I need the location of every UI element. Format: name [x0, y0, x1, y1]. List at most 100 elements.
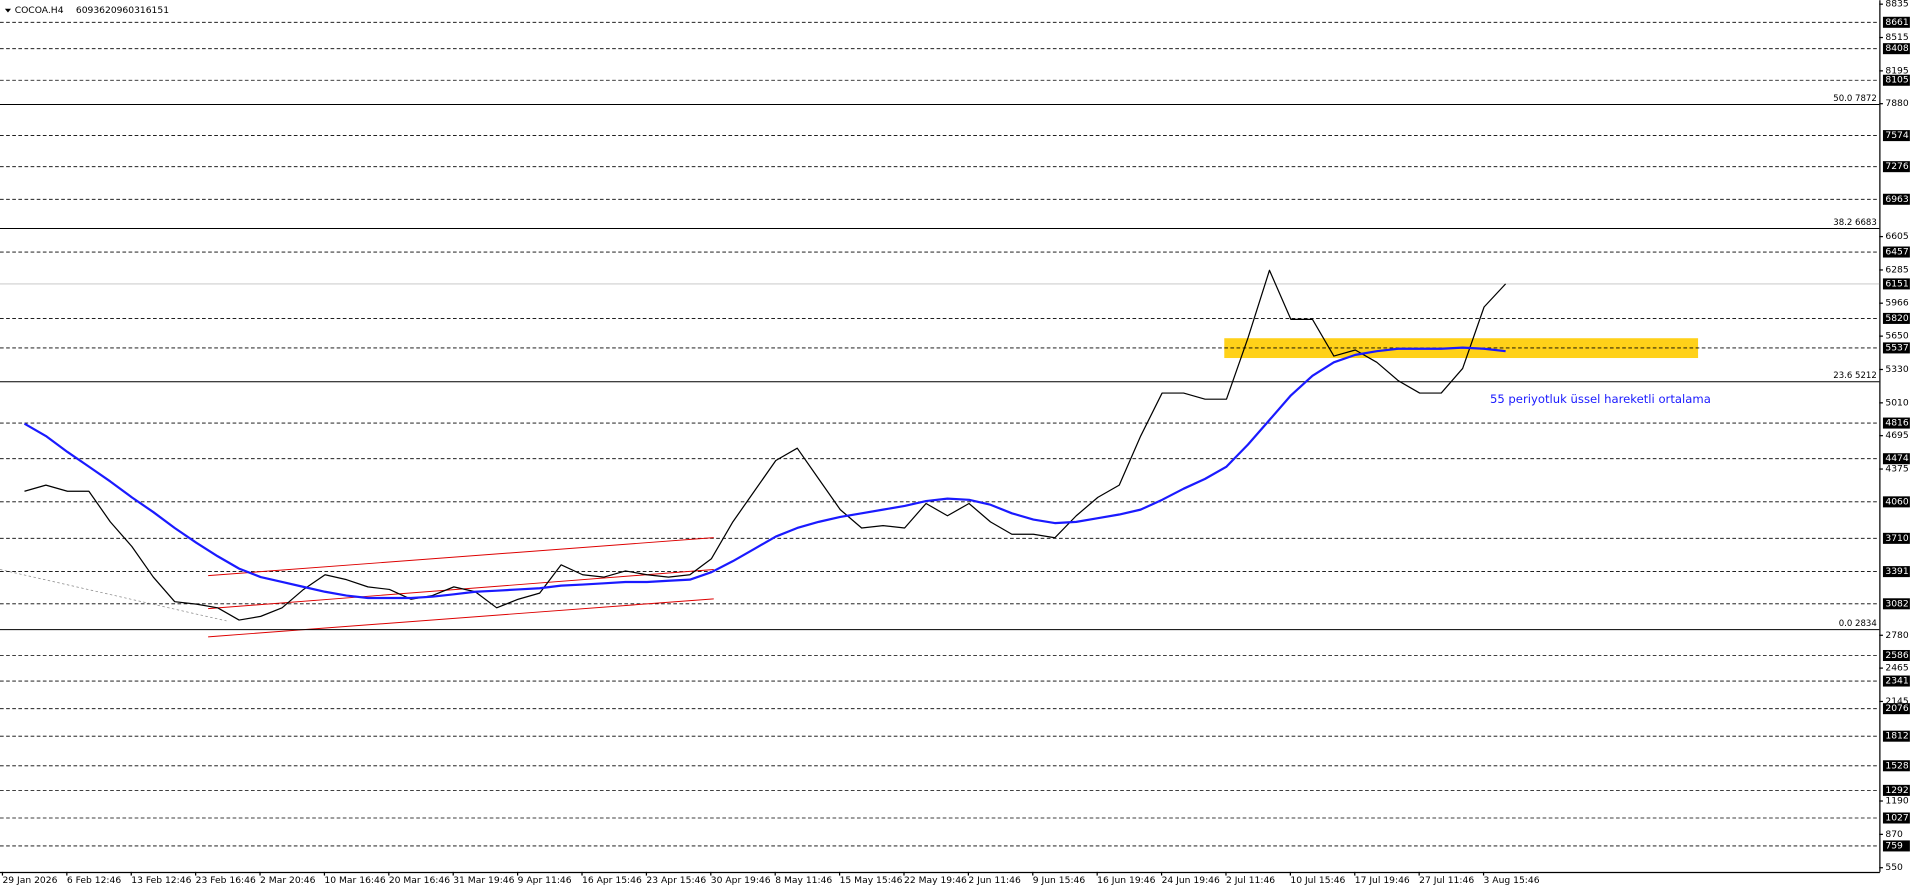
x-tick-label: 10 Mar 16:46	[324, 875, 385, 886]
fib-ratio: 23.6	[1833, 371, 1852, 381]
x-tick-label: 9 Jun 15:46	[1033, 875, 1086, 886]
y-tick-label: 550	[1885, 862, 1903, 873]
y-tick-label: 2465	[1885, 663, 1909, 674]
x-tick-label: 9 Apr 11:46	[518, 875, 572, 886]
fib-ratio: 50.0	[1833, 94, 1852, 104]
channel-upper	[208, 537, 714, 577]
x-tick-label: 17 Jul 19:46	[1355, 875, 1410, 886]
fib-value: 6683	[1855, 218, 1877, 228]
level-label-box	[1882, 784, 1910, 796]
x-tick-label: 22 May 19:46	[904, 875, 967, 886]
level-label-box	[1882, 760, 1910, 772]
level-label-box	[1882, 730, 1910, 742]
level-label-box	[1882, 417, 1910, 429]
level-label: 5820	[1885, 313, 1909, 324]
x-tick-label: 27 Jul 11:46	[1419, 875, 1474, 886]
level-label-box	[1882, 193, 1910, 205]
fib-ratio: 0.0	[1839, 619, 1853, 629]
open: 6093	[76, 5, 100, 16]
x-tick-label: 15 May 15:46	[840, 875, 903, 886]
level-label: 6457	[1885, 247, 1909, 258]
level-label: 1812	[1885, 731, 1908, 742]
level-label: 5537	[1885, 342, 1909, 353]
y-tick-label: 870	[1885, 829, 1903, 840]
level-label: 2341	[1885, 676, 1908, 687]
y-tick-label: 4695	[1885, 430, 1909, 441]
current-price-label: 6151	[1885, 278, 1908, 289]
level-label: 2076	[1885, 703, 1909, 714]
current-price-box	[1882, 278, 1910, 290]
level-label-box	[1882, 703, 1910, 715]
level-label-box	[1882, 532, 1910, 544]
level-label-box	[1882, 453, 1910, 465]
high: 6209	[99, 5, 123, 16]
x-tick-label: 6 Feb 12:46	[67, 875, 122, 886]
level-label: 3710	[1885, 533, 1909, 544]
menu-arrow[interactable]	[4, 8, 12, 13]
level-label-box	[1882, 496, 1910, 508]
close: 6151	[146, 5, 169, 16]
level-label-box	[1882, 312, 1910, 324]
fib-value: 7872	[1855, 94, 1877, 104]
x-tick-label: 2 Mar 20:46	[260, 875, 316, 886]
y-tick-label: 5966	[1885, 298, 1909, 309]
fib-value: 2834	[1855, 619, 1877, 629]
y-tick-label: 8515	[1885, 32, 1909, 43]
x-tick-label: 24 Jun 19:46	[1162, 875, 1220, 886]
symbol: COCOA.H4	[15, 5, 64, 16]
level-label: 3391	[1885, 566, 1908, 577]
x-tick-label: 31 Mar 19:46	[453, 875, 514, 886]
level-label: 1528	[1885, 760, 1909, 771]
y-tick-label: 5650	[1885, 331, 1909, 342]
level-label: 6963	[1885, 194, 1909, 205]
level-label-box	[1882, 649, 1910, 662]
y-tick-label: 1190	[1885, 796, 1909, 807]
level-label-box	[1882, 16, 1910, 28]
x-tick-label: 16 Jun 19:46	[1097, 875, 1155, 886]
y-tick-label: 4375	[1885, 464, 1909, 475]
y-tick-label: 7880	[1885, 98, 1909, 109]
level-label-box	[1882, 43, 1910, 55]
level-label-box	[1882, 130, 1910, 142]
level-label-box	[1882, 74, 1910, 86]
level-label-box	[1882, 161, 1910, 173]
legend-annotation: 55 periyotluk üssel hareketli ortalama	[1490, 392, 1711, 406]
y-tick-label: 6285	[1885, 264, 1909, 275]
level-label-box	[1882, 342, 1910, 354]
level-label: 2586	[1885, 650, 1909, 661]
x-tick-label: 16 Apr 15:46	[582, 875, 642, 886]
level-label-box	[1882, 566, 1910, 578]
x-tick-label: 2 Jul 11:46	[1226, 875, 1275, 886]
channel-lower	[208, 598, 714, 638]
x-tick-label: 13 Feb 12:46	[131, 875, 191, 886]
level-label: 3082	[1885, 598, 1908, 609]
level-label-box	[1882, 840, 1910, 852]
level-label-box	[1882, 812, 1910, 824]
x-tick-label: 29 Jan 2026	[2, 875, 57, 886]
level-label-box	[1882, 598, 1910, 610]
x-tick-label: 10 Jul 15:46	[1290, 875, 1345, 886]
y-tick-label: 5010	[1885, 397, 1909, 408]
y-tick-label: 5330	[1885, 364, 1909, 375]
level-label: 4474	[1885, 453, 1909, 464]
y-tick-label: 2780	[1885, 630, 1909, 641]
level-label: 8408	[1885, 43, 1909, 54]
y-tick-label: 6605	[1885, 231, 1909, 242]
y-tick-label: 2145	[1885, 696, 1909, 707]
x-tick-label: 23 Apr 15:46	[646, 875, 706, 886]
level-label: 1292	[1885, 785, 1908, 796]
level-label: 4816	[1885, 418, 1909, 429]
level-label: 4060	[1885, 496, 1909, 507]
level-label: 8661	[1885, 17, 1908, 28]
x-tick-label: 20 Mar 16:46	[389, 875, 450, 886]
price-line	[24, 269, 1507, 621]
y-tick-label: 8835	[1885, 0, 1909, 10]
x-tick-label: 30 Apr 19:46	[711, 875, 771, 886]
x-tick-label: 23 Feb 16:46	[196, 875, 256, 886]
x-tick-label: 3 Aug 15:46	[1484, 875, 1540, 886]
level-label-box	[1882, 246, 1910, 258]
level-label: 759	[1885, 840, 1903, 851]
moving-average	[23, 346, 1506, 600]
